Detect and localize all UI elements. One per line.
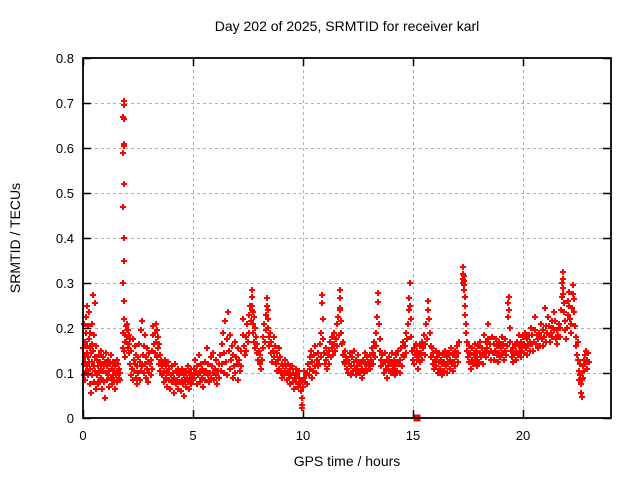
x-tick-label: 15	[406, 428, 420, 443]
chart-title: Day 202 of 2025, SRMTID for receiver kar…	[215, 18, 480, 34]
y-tick-label: 0.8	[56, 51, 74, 66]
y-tick-label: 0	[67, 411, 74, 426]
x-tick-label: 0	[79, 428, 86, 443]
x-tick-label: 20	[516, 428, 530, 443]
y-tick-label: 0.5	[56, 186, 74, 201]
y-tick-label: 0.7	[56, 96, 74, 111]
axis-tick-marks	[82, 57, 611, 420]
y-tick-label: 0.4	[56, 231, 74, 246]
y-tick-label: 0.2	[56, 321, 74, 336]
y-axis-label: SRMTID / TECUs	[7, 183, 23, 293]
x-tick-label: 10	[296, 428, 310, 443]
y-tick-label: 0.3	[56, 276, 74, 291]
y-tick-label: 0.6	[56, 141, 74, 156]
x-axis-label: GPS time / hours	[294, 453, 401, 469]
y-tick-label: 0.1	[56, 366, 74, 381]
x-tick-label: 5	[189, 428, 196, 443]
